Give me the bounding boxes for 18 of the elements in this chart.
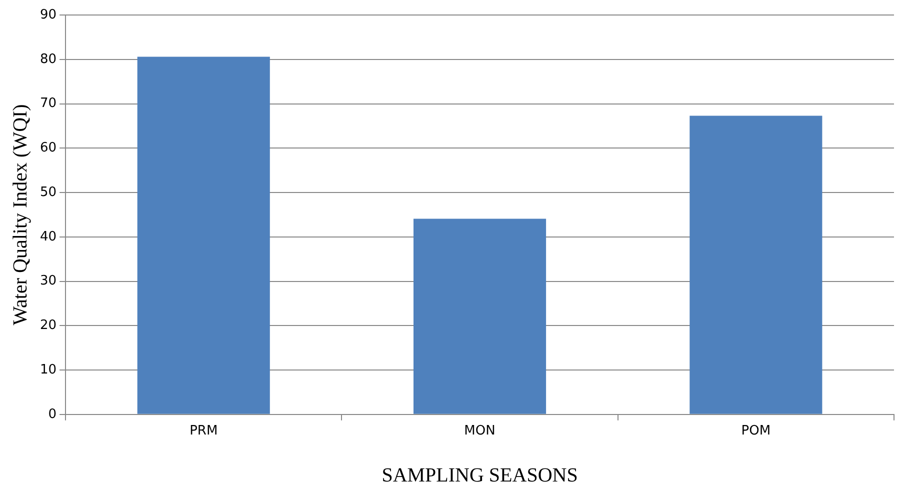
- y-axis-title: Water Quality Index (WQI): [9, 104, 32, 326]
- y-tick-label: 50: [40, 184, 57, 200]
- x-axis-title: SAMPLING SEASONS: [382, 464, 578, 486]
- bar: [137, 56, 270, 414]
- y-tick-label: 70: [40, 96, 57, 112]
- x-tick-label: MON: [464, 424, 496, 439]
- y-tick-label: 20: [40, 318, 57, 334]
- bar: [413, 218, 546, 414]
- x-tick-label: POM: [741, 424, 771, 439]
- y-tick-label: 10: [40, 362, 57, 378]
- y-tick-label: 30: [40, 274, 57, 289]
- y-tick-label: 60: [40, 140, 57, 156]
- y-tick-label: 80: [40, 52, 57, 67]
- x-tick-label: PRM: [190, 424, 218, 439]
- y-tick-label: 90: [40, 7, 57, 22]
- y-tick-label: 40: [40, 229, 57, 244]
- bar: [690, 116, 822, 414]
- y-tick-label: 0: [48, 406, 57, 422]
